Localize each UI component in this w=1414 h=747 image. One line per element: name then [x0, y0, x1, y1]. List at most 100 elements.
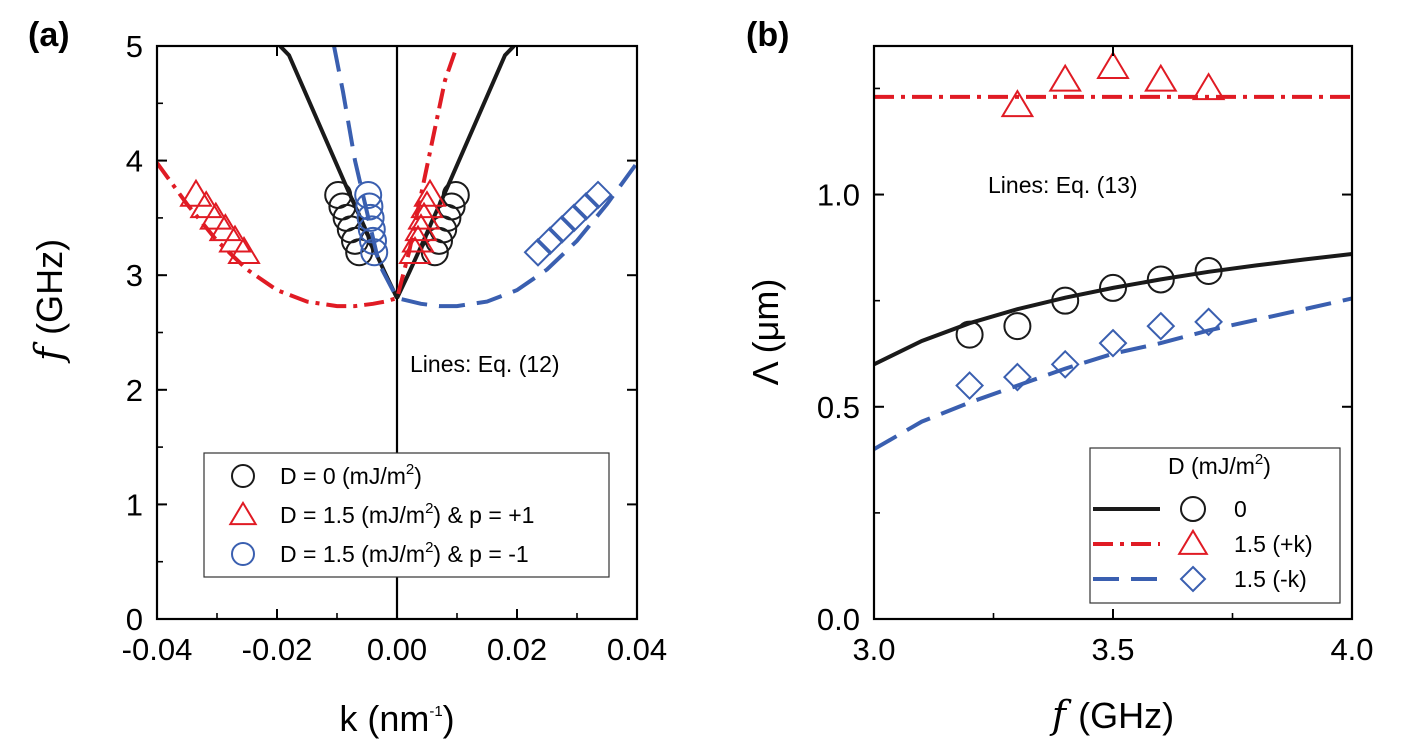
curve-black-0 [395, 46, 516, 299]
point-red-triangle-1-4 [1191, 72, 1226, 101]
point-red-triangle-1-3 [208, 213, 243, 242]
x-tick-label: -0.04 [122, 632, 193, 667]
point-blue-diamond-2-0 [955, 371, 985, 400]
x-axis-label-text: k (nm [339, 698, 429, 739]
point-blue-diamond-3-5 [583, 180, 613, 210]
y-tick-label: 3 [126, 258, 143, 293]
legend-a-label-2: D = 1.5 (mJ/m2) & p = -1 [280, 539, 529, 567]
point-blue-diamond-2-5 [1194, 307, 1224, 337]
point-red-triangle-1-6 [398, 236, 432, 265]
point-red-triangle-1-3 [1144, 63, 1178, 92]
point-red-triangle-1-5 [227, 236, 261, 265]
point-red-triangle-1-0 [1000, 89, 1035, 118]
legend-b-title: D (mJ/m2) [1168, 451, 1271, 479]
legend-a: D = 0 (mJ/m2) D = 1.5 (mJ/m2) & p = +1 D =… [203, 452, 610, 578]
legend-a-label-1: D = 1.5 (mJ/m2) & p = +1 [280, 500, 534, 528]
point-red-triangle-1-8 [404, 213, 438, 242]
x-tick-label: 0.04 [607, 632, 667, 667]
point-blue-diamond-3-0 [523, 237, 553, 267]
point-blue-diamond-2-4 [1146, 311, 1176, 341]
point-red-triangle-1-0 [179, 178, 213, 207]
x-tick-label: 3.5 [1091, 632, 1134, 667]
x-tick-label: 0.00 [367, 632, 427, 667]
point-blue-diamond-2-1 [1002, 362, 1032, 392]
point-black-circle-0-0 [955, 320, 984, 349]
plot-area [157, 46, 637, 619]
x-tick-label: 4.0 [1330, 632, 1373, 667]
x-tick-label: -0.02 [242, 632, 313, 667]
x-tick-label: 0.02 [487, 632, 547, 667]
legend-b-marker-2 [1179, 565, 1207, 593]
point-blue-circle-2-5 [360, 238, 389, 267]
curve-black-1 [278, 46, 399, 299]
point-blue-circle-2-3 [357, 215, 386, 244]
x-axis-label-sup: -1 [429, 703, 442, 720]
y-tick-label: 1.0 [817, 178, 860, 213]
point-red-triangle-1-2 [1096, 50, 1130, 79]
annotation: Lines: Eq. (13) [988, 172, 1138, 198]
curve-black-0 [874, 252, 1352, 367]
point-black-circle-0-4 [1146, 265, 1175, 294]
point-blue-diamond-3-3 [559, 203, 589, 233]
y-tick-label: 0.5 [817, 390, 860, 425]
point-blue-diamond-3-2 [547, 214, 577, 244]
plot-area [874, 50, 1352, 451]
point-red-triangle-1-1 [1048, 63, 1082, 92]
point-blue-diamond-3-4 [571, 192, 601, 221]
panel-b: 3.0 3.5 4.0 0.0 0.5 1.0 Lines: Eq. (13) (b) f (G… [745, 16, 1374, 737]
annotation: Lines: Eq. (12) [410, 351, 560, 377]
point-red-triangle-1-10 [410, 190, 444, 219]
panel-label: (b) [746, 16, 789, 54]
curve-red-2 [157, 46, 459, 309]
panel-a: -0.04 -0.02 0.00 0.02 0.04 0 1 2 3 4 5 Lines: Eq. (… [27, 16, 667, 739]
y-tick-label: 4 [126, 144, 143, 179]
legend-a-label-0: D = 0 (mJ/m2) [280, 461, 422, 489]
y-tick-label: 0.0 [817, 602, 860, 637]
point-blue-circle-2-4 [359, 226, 387, 255]
y-axis-label: Λ (μm) [745, 279, 786, 386]
y-tick-label: 1 [126, 487, 143, 522]
legend-a-marker-2 [231, 542, 255, 566]
x-axis-label-var: f [1049, 693, 1078, 737]
point-black-circle-0-5 [1194, 256, 1223, 285]
legend-a-marker-1 [228, 500, 258, 526]
legend-b-label-1: 1.5 (+k) [1234, 531, 1313, 557]
legend-b-marker-0 [1180, 496, 1206, 522]
legend-b-label-2: 1.5 (-k) [1234, 566, 1307, 592]
curve-blue-3 [332, 46, 637, 309]
point-black-circle-0-1 [1003, 312, 1032, 341]
y-axis-label: f (GHz) [27, 239, 71, 364]
point-red-triangle-1-9 [407, 201, 441, 230]
legend-a-marker-0 [231, 464, 255, 488]
x-axis-label: f (GHz) [1049, 693, 1174, 737]
point-blue-diamond-2-2 [1050, 349, 1080, 379]
y-axis-label-unit: (GHz) [29, 239, 70, 335]
point-blue-circle-2-0 [354, 180, 383, 209]
legend-b-marker-1 [1177, 528, 1209, 555]
y-tick-label: 5 [126, 29, 143, 64]
point-blue-diamond-2-3 [1098, 328, 1128, 358]
panel-label: (a) [28, 16, 70, 54]
legend-a-box [203, 452, 610, 578]
curve-blue-2 [874, 296, 1352, 451]
legend-b: D (mJ/m2) 0 1.5 (+k) 1.5 (-k) [1089, 447, 1341, 604]
x-axis-label-close: ) [443, 698, 455, 739]
point-black-circle-0-2 [1051, 286, 1080, 315]
point-red-triangle-1-11 [413, 178, 447, 207]
y-axis-label-var: f [27, 335, 71, 364]
point-blue-circle-2-2 [356, 203, 385, 232]
legend-b-label-0: 0 [1234, 496, 1247, 522]
point-red-triangle-1-7 [401, 224, 435, 253]
y-tick-label: 0 [126, 602, 143, 637]
x-tick-label: 3.0 [852, 632, 895, 667]
point-blue-circle-2-1 [355, 192, 384, 221]
point-black-circle-0-3 [1099, 273, 1127, 302]
point-blue-diamond-3-1 [535, 226, 565, 256]
x-axis-label: k (nm-1) [339, 698, 454, 739]
point-red-triangle-1-1 [189, 190, 223, 219]
point-red-triangle-1-2 [199, 201, 233, 230]
y-tick-label: 2 [126, 373, 143, 408]
x-axis-label-unit: (GHz) [1078, 695, 1174, 736]
point-black-circle-0-11 [441, 180, 470, 209]
